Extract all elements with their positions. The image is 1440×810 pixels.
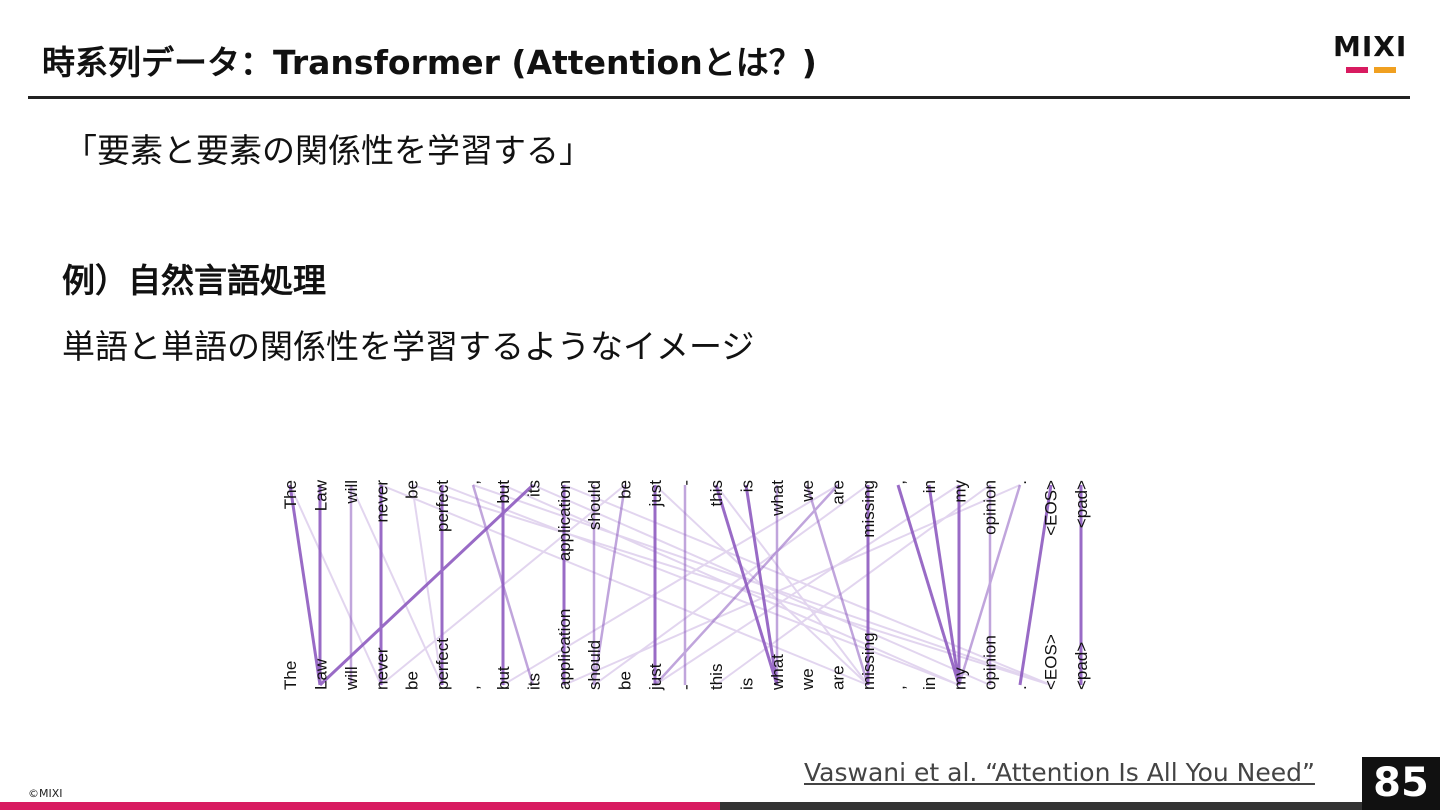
bottom-token: Law — [311, 658, 330, 690]
top-token: be — [616, 480, 635, 499]
copyright: ©MIXI — [28, 787, 63, 800]
bottom-token: - — [677, 684, 696, 690]
top-token: what — [768, 480, 787, 517]
top-token: this — [707, 480, 726, 506]
bottom-token: this — [707, 664, 726, 690]
slide-title: 時系列データ：Transformer (Attentionとは？) — [42, 43, 817, 82]
bottom-token: , — [889, 685, 908, 690]
top-token: missing — [859, 480, 878, 538]
top-token: we — [798, 480, 817, 503]
top-token: - — [677, 480, 696, 486]
top-token: <EOS> — [1042, 480, 1061, 536]
top-token: Law — [311, 479, 330, 511]
top-token: its — [524, 480, 543, 497]
logo-bar — [1346, 67, 1368, 73]
top-token: , — [464, 480, 483, 485]
top-token: but — [494, 480, 513, 504]
citation-link[interactable]: Vaswani et al. “Attention Is All You Nee… — [804, 758, 1315, 787]
bottom-token: should — [585, 640, 604, 690]
example-heading: 例）自然言語処理 — [62, 261, 326, 300]
top-token: The — [281, 480, 300, 509]
bottom-token: <EOS> — [1042, 634, 1061, 690]
top-token: , — [889, 480, 908, 485]
bottom-token: are — [829, 665, 848, 690]
top-token: opinion — [981, 480, 1000, 535]
bottom-token: we — [798, 668, 817, 691]
bottom-token: missing — [859, 632, 878, 690]
top-token: my — [950, 480, 969, 503]
bottom-token: will — [342, 666, 361, 691]
bottom-token: application — [555, 609, 574, 690]
bottom-token: opinion — [981, 635, 1000, 690]
bottom-token: The — [281, 661, 300, 690]
bottom-token: just — [646, 663, 665, 691]
top-token: should — [585, 480, 604, 530]
top-token: application — [555, 480, 574, 561]
header-rule — [28, 96, 1410, 99]
top-token: will — [342, 480, 361, 505]
top-token: be — [403, 480, 422, 499]
bottom-token: perfect — [433, 638, 452, 690]
bottom-token: but — [494, 666, 513, 690]
top-token: is — [737, 480, 756, 492]
footer-bar — [720, 802, 1362, 810]
bottom-token: what — [768, 654, 787, 691]
top-token: just — [646, 480, 665, 508]
top-token: are — [829, 480, 848, 505]
bottom-token: in — [920, 677, 939, 690]
bottom-token: , — [464, 685, 483, 690]
subtitle: 「要素と要素の関係性を学習する」 — [64, 131, 592, 170]
bottom-token: . — [1011, 685, 1030, 690]
bottom-token: my — [950, 667, 969, 690]
bottom-token: never — [372, 647, 391, 690]
footer-bar — [0, 802, 720, 810]
bottom-token: be — [616, 671, 635, 690]
top-token: in — [920, 480, 939, 493]
bottom-token: <pad> — [1072, 642, 1091, 690]
top-token: never — [372, 480, 391, 523]
logo-bar — [1374, 67, 1396, 73]
logo: MIXI — [1333, 30, 1408, 63]
page-number: 85 — [1362, 757, 1440, 810]
top-token: . — [1011, 480, 1030, 485]
top-token: perfect — [433, 480, 452, 532]
bottom-token: its — [524, 673, 543, 690]
bottom-token: is — [737, 678, 756, 690]
top-token: <pad> — [1072, 480, 1091, 528]
example-text: 単語と単語の関係性を学習するようなイメージ — [62, 327, 755, 366]
bottom-token: be — [403, 671, 422, 690]
attention-links — [288, 483, 1083, 687]
